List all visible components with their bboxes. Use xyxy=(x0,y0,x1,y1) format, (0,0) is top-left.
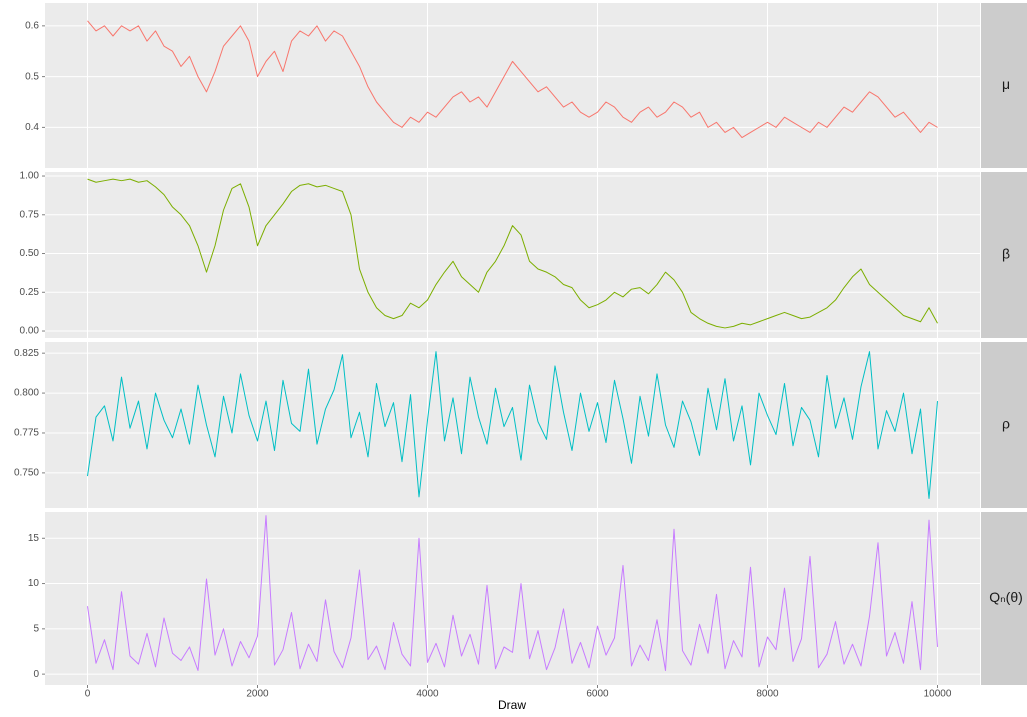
strip-background xyxy=(981,3,1027,168)
strip-label: ρ xyxy=(1002,416,1010,432)
strip-label: Qₙ(θ) xyxy=(989,589,1023,605)
y-tick-label: 0.5 xyxy=(25,71,39,82)
panel-background xyxy=(45,342,980,508)
y-tick-label: 0 xyxy=(33,669,39,680)
trace-line xyxy=(87,515,938,672)
panel-background xyxy=(45,3,980,168)
panel-background xyxy=(45,512,980,685)
y-tick-label: 1.00 xyxy=(20,171,40,182)
y-tick-label: 0.75 xyxy=(20,209,40,220)
y-tick-label: 5 xyxy=(33,623,39,634)
y-tick-label: 0.25 xyxy=(20,287,40,298)
y-tick-label: 0.800 xyxy=(14,388,39,399)
y-tick-label: 0.6 xyxy=(25,20,39,31)
strip-background xyxy=(981,342,1027,508)
y-tick-label: 0.825 xyxy=(14,348,39,359)
y-tick-label: 0.50 xyxy=(20,248,40,259)
strip-background xyxy=(981,172,1027,338)
x-axis-title: Draw xyxy=(498,698,526,712)
x-tick-label: 2000 xyxy=(246,689,269,700)
y-tick-label: 0.775 xyxy=(14,428,39,439)
trace-line xyxy=(87,20,938,139)
panel-background xyxy=(45,172,980,338)
x-tick-label: 0 xyxy=(85,689,91,700)
y-tick-label: 0.4 xyxy=(25,122,39,133)
y-tick-label: 15 xyxy=(28,533,40,544)
strip-label: μ xyxy=(1002,76,1010,92)
trace-line xyxy=(87,351,938,499)
x-tick-label: 10000 xyxy=(924,689,952,700)
x-tick-label: 4000 xyxy=(416,689,439,700)
strip-label: β xyxy=(1002,246,1010,262)
x-tick-label: 8000 xyxy=(756,689,779,700)
x-tick-label: 6000 xyxy=(586,689,609,700)
strip-background xyxy=(981,512,1027,685)
y-tick-label: 10 xyxy=(28,578,40,589)
y-tick-label: 0.00 xyxy=(20,326,40,337)
y-tick-label: 0.750 xyxy=(14,468,39,479)
trace-line xyxy=(87,178,938,329)
